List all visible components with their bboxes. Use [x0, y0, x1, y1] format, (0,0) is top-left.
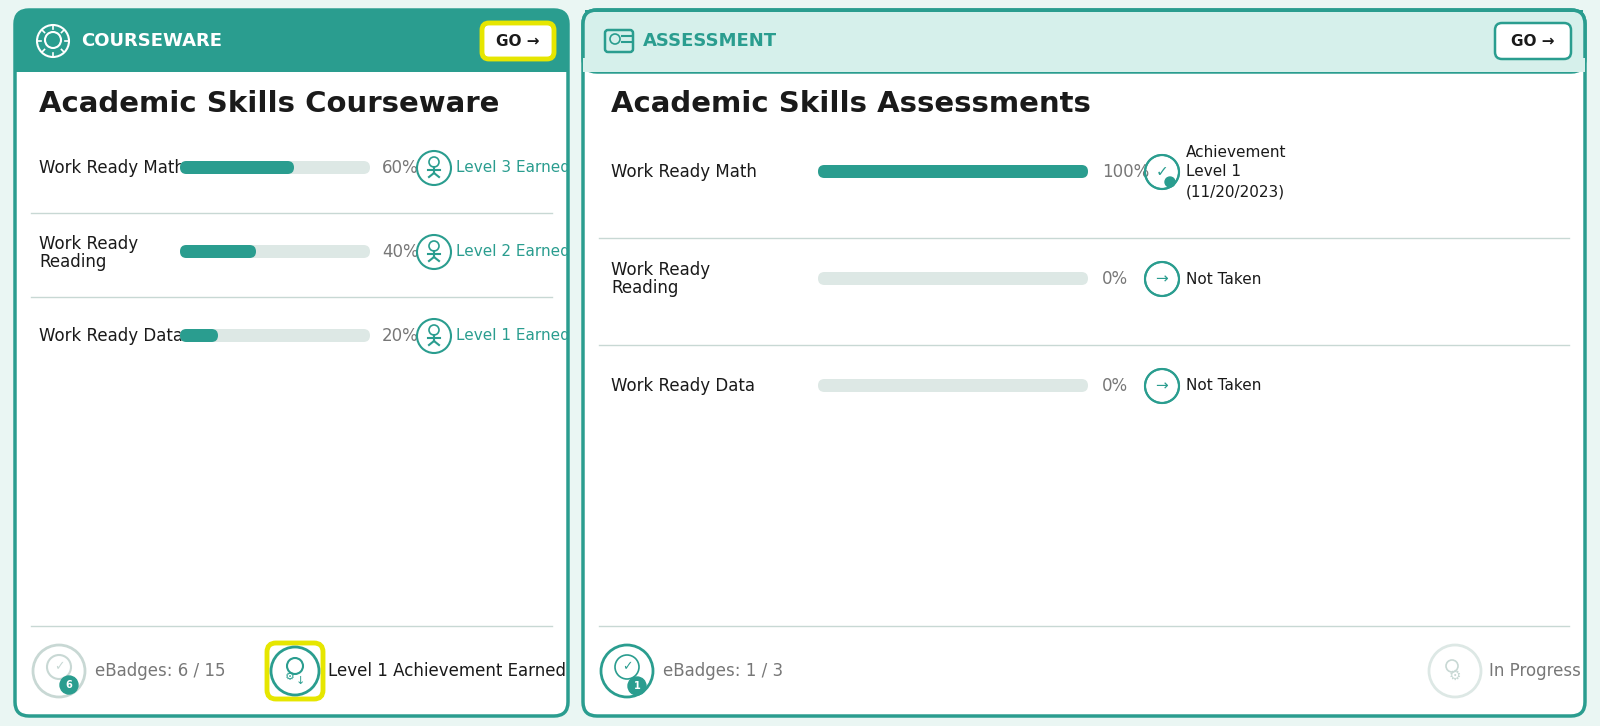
FancyBboxPatch shape: [179, 161, 370, 174]
Text: Academic Skills Courseware: Academic Skills Courseware: [38, 90, 499, 118]
FancyBboxPatch shape: [1494, 23, 1571, 59]
Text: 60%: 60%: [382, 159, 419, 177]
FancyBboxPatch shape: [818, 379, 1088, 392]
Text: Work Ready Math: Work Ready Math: [38, 159, 186, 177]
FancyBboxPatch shape: [818, 165, 1088, 178]
Circle shape: [627, 677, 646, 695]
Text: 20%: 20%: [382, 327, 419, 345]
Text: Not Taken: Not Taken: [1186, 378, 1261, 393]
Circle shape: [1165, 177, 1174, 187]
FancyBboxPatch shape: [179, 329, 370, 342]
FancyBboxPatch shape: [818, 165, 1088, 178]
Text: ⚙: ⚙: [1448, 669, 1461, 683]
Text: 0%: 0%: [1102, 377, 1128, 395]
Text: eBadges: 6 / 15: eBadges: 6 / 15: [94, 662, 226, 680]
Text: GO →: GO →: [1512, 33, 1555, 49]
Text: Reading: Reading: [38, 253, 106, 271]
Text: Work Ready Data: Work Ready Data: [611, 377, 755, 395]
Text: 1: 1: [634, 681, 640, 691]
Text: 40%: 40%: [382, 243, 419, 261]
Bar: [14, 58, 568, 72]
Circle shape: [61, 676, 78, 694]
FancyBboxPatch shape: [582, 10, 1586, 716]
FancyBboxPatch shape: [179, 245, 256, 258]
FancyBboxPatch shape: [582, 10, 1586, 72]
Bar: [586, 10, 1582, 12]
Text: ✓: ✓: [54, 661, 64, 674]
Text: GO →: GO →: [496, 33, 539, 49]
FancyBboxPatch shape: [818, 272, 1088, 285]
FancyBboxPatch shape: [482, 23, 554, 59]
Text: Work Ready: Work Ready: [611, 261, 710, 279]
Text: Not Taken: Not Taken: [1186, 272, 1261, 287]
FancyBboxPatch shape: [267, 643, 323, 699]
Text: 100%: 100%: [1102, 163, 1149, 181]
FancyBboxPatch shape: [179, 161, 294, 174]
Text: Level 2 Earned: Level 2 Earned: [456, 245, 570, 259]
Text: Reading: Reading: [611, 279, 678, 297]
Text: Work Ready Math: Work Ready Math: [611, 163, 757, 181]
Text: Work Ready: Work Ready: [38, 235, 138, 253]
Text: 6: 6: [66, 680, 72, 690]
Text: Level 3 Earned: Level 3 Earned: [456, 160, 570, 176]
Text: Level 1 Achievement Earned: Level 1 Achievement Earned: [328, 662, 566, 680]
Text: Level 1 Earned: Level 1 Earned: [456, 328, 570, 343]
Text: ASSESSMENT: ASSESSMENT: [643, 32, 778, 50]
FancyBboxPatch shape: [179, 245, 370, 258]
Text: In Progress: In Progress: [1490, 662, 1581, 680]
Text: Academic Skills Assessments: Academic Skills Assessments: [611, 90, 1091, 118]
Text: COURSEWARE: COURSEWARE: [82, 32, 222, 50]
Text: →: →: [1155, 378, 1168, 393]
Text: Work Ready Data: Work Ready Data: [38, 327, 182, 345]
Bar: [582, 58, 1586, 72]
Text: ✓: ✓: [622, 661, 632, 674]
Text: eBadges: 1 / 3: eBadges: 1 / 3: [662, 662, 782, 680]
FancyBboxPatch shape: [14, 10, 568, 72]
Text: ✓: ✓: [1155, 165, 1168, 179]
Text: ↓: ↓: [296, 676, 304, 686]
Text: →: →: [1155, 272, 1168, 287]
FancyBboxPatch shape: [14, 10, 568, 716]
Text: 0%: 0%: [1102, 270, 1128, 288]
FancyBboxPatch shape: [179, 329, 218, 342]
Text: Achievement
Level 1
(11/20/2023): Achievement Level 1 (11/20/2023): [1186, 144, 1286, 200]
Text: ⚙: ⚙: [285, 672, 294, 682]
